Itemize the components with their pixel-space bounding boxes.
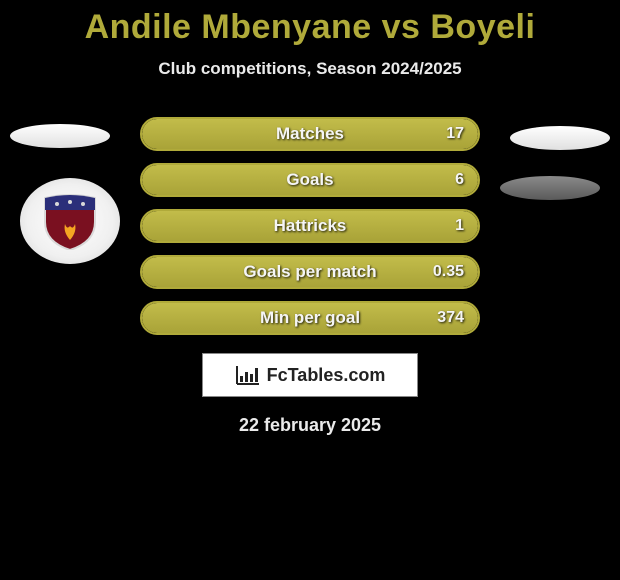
stat-label: Hattricks <box>274 216 347 236</box>
stat-row-hattricks: Hattricks 1 <box>140 209 480 243</box>
stat-value: 1 <box>455 217 464 235</box>
brand-text: FcTables.com <box>267 365 386 386</box>
stat-label: Goals <box>286 170 333 190</box>
stat-row-goals: Goals 6 <box>140 163 480 197</box>
stat-label: Matches <box>276 124 344 144</box>
club-badge-left <box>20 178 120 264</box>
player-slot-right-oval <box>510 126 610 150</box>
stat-row-goals-per-match: Goals per match 0.35 <box>140 255 480 289</box>
chippa-shield-icon <box>43 192 97 250</box>
bar-chart-icon <box>235 364 261 386</box>
stat-row-matches: Matches 17 <box>140 117 480 151</box>
stat-value: 374 <box>437 309 464 327</box>
date-line: 22 february 2025 <box>0 415 620 436</box>
brand-box[interactable]: FcTables.com <box>202 353 418 397</box>
page-title: Andile Mbenyane vs Boyeli <box>0 8 620 47</box>
stat-value: 0.35 <box>433 263 464 281</box>
stat-value: 6 <box>455 171 464 189</box>
stat-rows: Matches 17 Goals 6 Hattricks 1 Goals per… <box>140 117 480 335</box>
page-subtitle: Club competitions, Season 2024/2025 <box>0 59 620 79</box>
stat-value: 17 <box>446 125 464 143</box>
comparison-card: Andile Mbenyane vs Boyeli Club competiti… <box>0 0 620 436</box>
stat-label: Goals per match <box>243 262 376 282</box>
player-slot-left-oval <box>10 124 110 148</box>
player-slot-right-oval-2 <box>500 176 600 200</box>
stat-row-min-per-goal: Min per goal 374 <box>140 301 480 335</box>
club-badge-bg <box>20 178 120 264</box>
stat-label: Min per goal <box>260 308 360 328</box>
